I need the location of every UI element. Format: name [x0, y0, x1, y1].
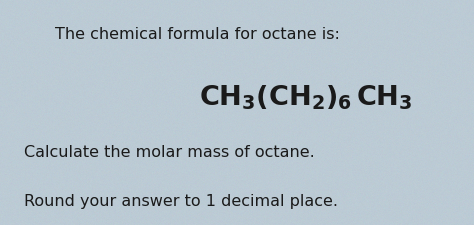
Text: Round your answer to 1 decimal place.: Round your answer to 1 decimal place. — [24, 194, 337, 208]
Text: The chemical formula for octane is:: The chemical formula for octane is: — [55, 27, 339, 42]
Text: Calculate the molar mass of octane.: Calculate the molar mass of octane. — [24, 144, 314, 159]
Text: $\mathregular{CH_3(CH_2)_6\,CH_3}$: $\mathregular{CH_3(CH_2)_6\,CH_3}$ — [199, 83, 413, 112]
